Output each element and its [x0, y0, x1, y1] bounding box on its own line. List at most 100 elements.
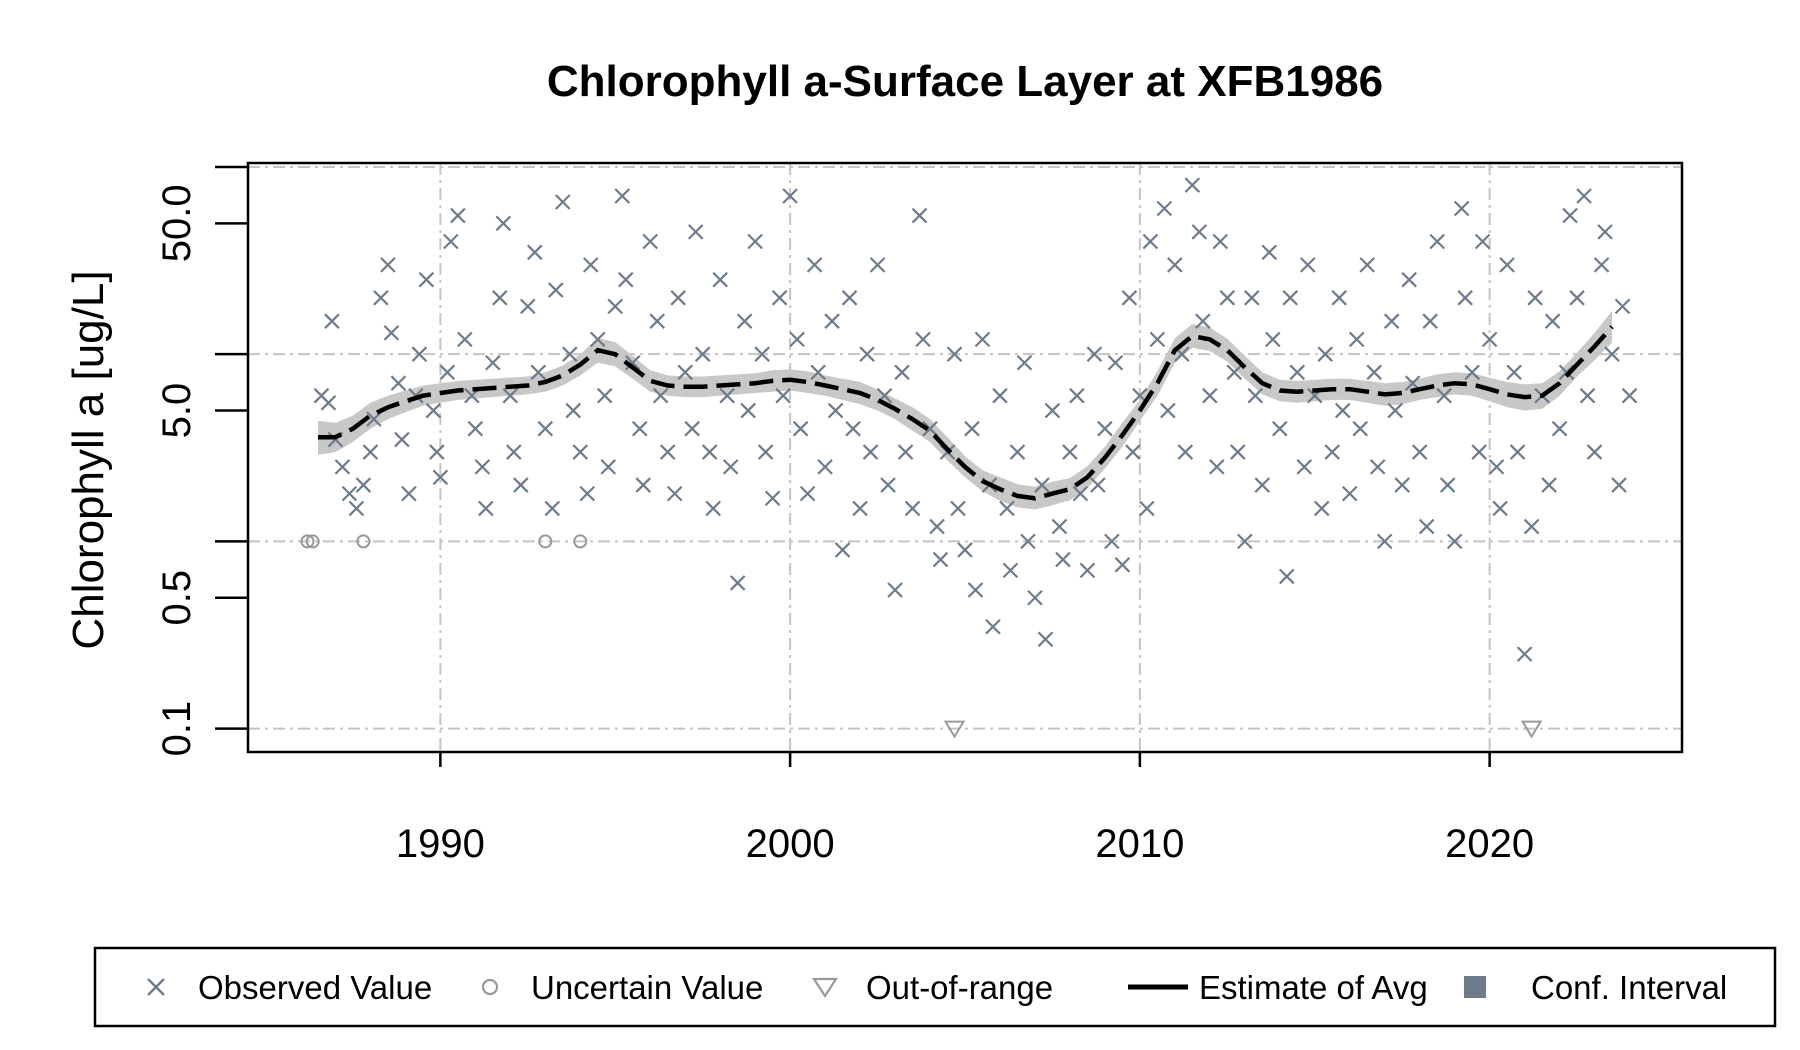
observed-point: [450, 207, 466, 224]
observed-point: [757, 444, 774, 460]
uncertain-point: [305, 534, 320, 549]
observed-point: [1016, 354, 1033, 371]
observed-point: [492, 290, 508, 306]
observed-point: [1184, 177, 1201, 193]
observed-point: [992, 387, 1008, 404]
observed-point: [701, 444, 718, 460]
observed-point: [950, 500, 966, 517]
observed-point: [1265, 331, 1281, 348]
observed-point: [582, 257, 599, 273]
chart-title: Chlorophyll a-Surface Layer at XFB1986: [547, 57, 1383, 106]
observed-point: [1289, 364, 1306, 381]
plot-frame: [246, 161, 1684, 754]
observed-point: [1272, 420, 1288, 437]
observed-point: [1219, 290, 1236, 306]
observed-point: [589, 331, 606, 348]
observed-point: [373, 290, 389, 306]
observed-point: [964, 420, 980, 437]
observed-point: [694, 346, 711, 362]
observed-point: [817, 459, 833, 475]
legend-circle-icon: [481, 978, 499, 996]
observed-point: [1139, 500, 1155, 517]
observed-point: [1121, 290, 1138, 306]
observed-point: [1586, 444, 1603, 460]
observed-point: [548, 282, 564, 298]
observed-point: [834, 542, 851, 558]
observed-point: [806, 257, 823, 273]
observed-point: [1247, 387, 1264, 404]
observed-point: [1541, 477, 1557, 493]
observed-point: [555, 194, 571, 210]
observed-point: [1562, 207, 1578, 224]
observed-point: [1394, 477, 1410, 493]
observed-point: [1237, 533, 1253, 550]
observed-point: [1383, 313, 1400, 329]
observed-point: [687, 224, 704, 240]
observed-point: [894, 364, 910, 381]
grid-lines: [248, 163, 1682, 752]
legend-triangle-icon: [811, 977, 839, 999]
observed-point: [1614, 298, 1631, 315]
out-of-range-points: [943, 720, 1543, 739]
out-of-range-point: [1520, 720, 1543, 739]
observed-point: [1034, 477, 1050, 493]
observed-point: [1387, 402, 1403, 419]
observed-point: [1282, 290, 1299, 306]
observed-point: [1226, 364, 1243, 381]
x-tick-label: 2000: [746, 822, 835, 866]
observed-point: [1474, 233, 1491, 250]
observed-point: [1142, 233, 1159, 250]
observed-point: [600, 459, 617, 475]
observed-point: [967, 582, 984, 598]
y-tick-label: 0.5: [155, 570, 199, 626]
observed-point: [782, 188, 798, 204]
observed-point: [789, 331, 805, 348]
observed-point: [1254, 477, 1271, 493]
observed-point: [530, 364, 547, 381]
observed-point: [845, 420, 861, 437]
observed-point: [719, 387, 735, 404]
observed-point: [1044, 402, 1061, 419]
observed-point: [729, 575, 746, 591]
observed-point: [1411, 444, 1428, 460]
observed-point: [320, 395, 337, 411]
observed-point: [642, 233, 658, 250]
observed-point: [974, 331, 991, 348]
observed-point: [348, 500, 365, 517]
observed-point: [1195, 313, 1211, 329]
observed-point: [999, 500, 1015, 517]
uncertain-point: [356, 534, 371, 549]
observed-point: [754, 346, 770, 362]
observed-point: [1551, 420, 1568, 437]
observed-point: [1446, 533, 1463, 550]
observed-point: [572, 444, 589, 460]
observed-point: [1009, 444, 1026, 460]
observed-point: [957, 542, 973, 558]
observed-point: [1576, 188, 1592, 204]
observed-point: [652, 387, 669, 404]
observed-point: [366, 411, 382, 427]
observed-point: [1464, 364, 1480, 381]
observed-point: [1086, 346, 1103, 362]
observed-point: [1604, 346, 1620, 362]
observed-point: [862, 444, 879, 460]
observed-point: [1160, 402, 1176, 419]
uncertain-point: [300, 534, 315, 549]
observed-point: [775, 387, 791, 404]
observed-point: [915, 331, 931, 348]
observed-point: [1453, 200, 1470, 217]
observed-point: [1002, 562, 1019, 579]
observed-point: [1037, 631, 1054, 648]
observed-point: [1191, 224, 1208, 240]
observed-point: [1055, 551, 1071, 568]
observed-points: [313, 177, 1638, 662]
y-tick-label: 5.0: [155, 383, 199, 439]
observed-point: [457, 331, 473, 348]
observed-point: [1062, 444, 1078, 460]
observed-point: [1352, 420, 1368, 437]
legend: Observed Value Uncertain Value Out-of-rang…: [93, 946, 1777, 1028]
uncertain-points: [300, 534, 588, 549]
observed-point: [579, 485, 596, 502]
observed-point: [792, 420, 809, 437]
